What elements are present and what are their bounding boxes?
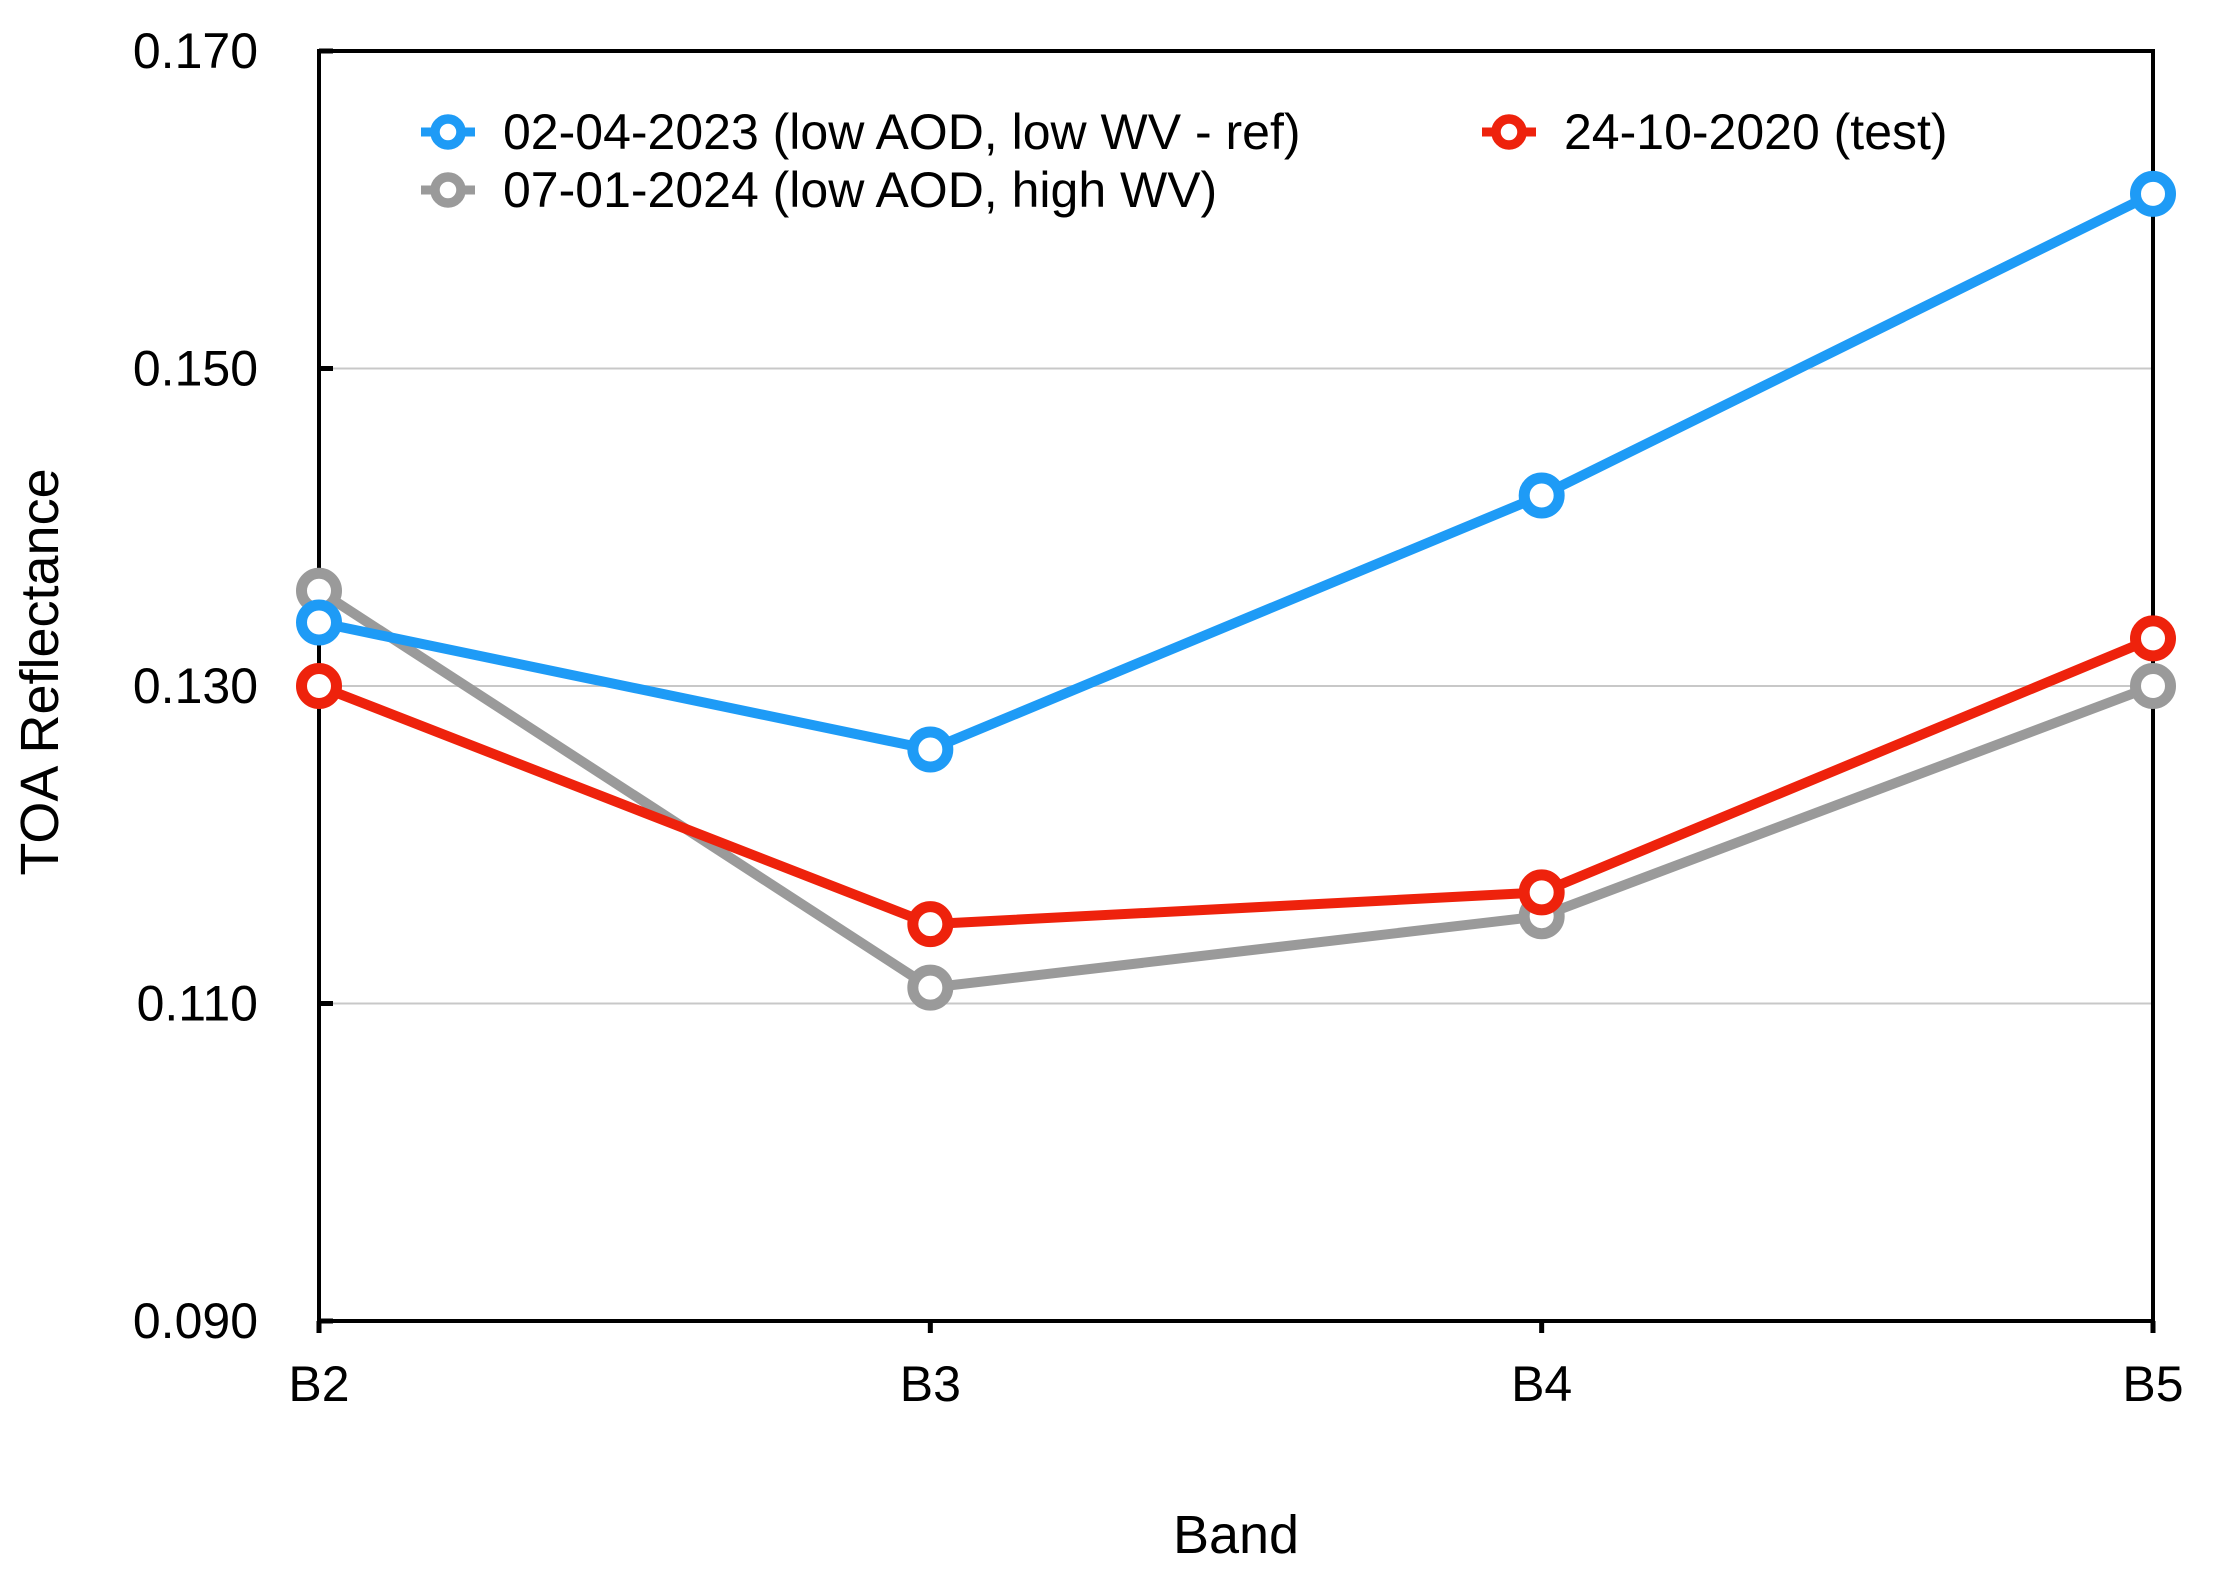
series-layer [296,170,2176,1011]
x-tick-label: B5 [2122,1356,2183,1412]
legend-marker-icon [421,172,475,208]
data-point-marker [296,663,342,709]
ticks-layer: 0.090 0.110 0.130 0.150 0.170 B2 B3 B4 B5 [133,23,2184,1412]
legend-item: 07-01-2024 (low AOD, high WV) [421,162,1217,218]
data-point-marker [2130,663,2176,709]
series-2 [296,615,2176,948]
series-line [317,633,2155,930]
y-axis-title: TOA Reflectance [10,468,70,875]
x-tick-label: B4 [1511,1356,1572,1412]
series-line [317,189,2156,755]
legend-label: 02-04-2023 (low AOD, low WV - ref) [503,104,1301,160]
y-tick-label: 0.130 [133,658,258,714]
x-tick-label: B3 [900,1356,961,1412]
legend-ring [1491,114,1527,150]
data-point-marker [1518,472,1565,519]
y-tick-label: 0.150 [133,341,258,397]
legend-label: 07-01-2024 (low AOD, high WV) [503,162,1217,218]
legend-label: 24-10-2020 (test) [1564,104,1948,160]
y-tick-label: 0.110 [137,976,258,1032]
x-tick-label: B2 [288,1356,349,1412]
data-point-marker [296,599,342,646]
y-tick-label: 0.170 [133,23,258,79]
data-point-marker [907,726,954,773]
data-point-marker [907,964,954,1011]
legend-layer: 02-04-2023 (low AOD, low WV - ref)07-01-… [421,104,1948,218]
legend-item: 02-04-2023 (low AOD, low WV - ref) [421,104,1301,160]
y-tick-label: 0.090 [133,1293,258,1349]
data-point-marker [907,901,954,948]
data-point-marker [2130,170,2176,217]
series-line [316,586,2155,993]
series-0 [296,170,2176,773]
x-axis-title: Band [1173,1505,1299,1565]
legend-item: 24-10-2020 (test) [1482,104,1948,160]
data-point-marker [1518,869,1565,916]
data-point-marker [2130,615,2176,662]
legend-ring [430,172,466,208]
legend-ring [430,114,466,150]
legend-marker-icon [1482,114,1536,150]
legend-marker-icon [421,114,475,150]
